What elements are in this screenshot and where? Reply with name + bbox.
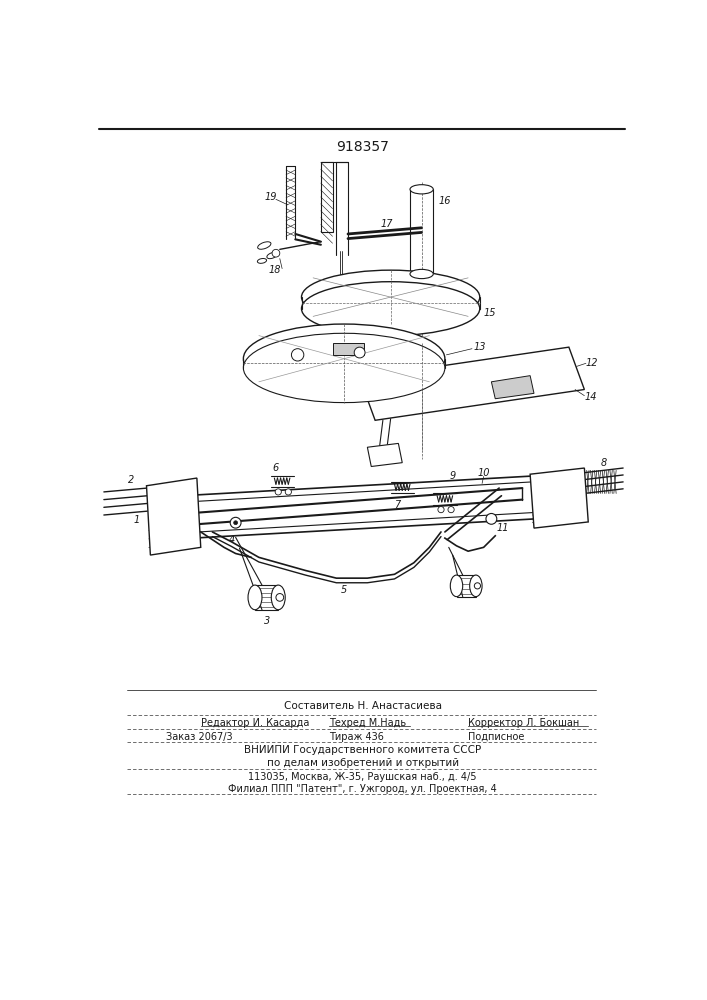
- Ellipse shape: [450, 575, 462, 597]
- Text: 918357: 918357: [337, 140, 389, 154]
- Text: Заказ 2067/3: Заказ 2067/3: [166, 732, 233, 742]
- Text: Редактор И. Касарда: Редактор И. Касарда: [201, 718, 309, 728]
- Polygon shape: [360, 347, 585, 420]
- Circle shape: [285, 489, 291, 495]
- Text: Подписное: Подписное: [468, 732, 525, 742]
- Ellipse shape: [257, 258, 267, 263]
- Text: 6: 6: [273, 463, 279, 473]
- Text: 15: 15: [484, 308, 496, 318]
- Ellipse shape: [301, 270, 480, 324]
- Text: ВНИИПИ Государственного комитета СССР: ВНИИПИ Государственного комитета СССР: [244, 745, 481, 755]
- Ellipse shape: [271, 585, 285, 610]
- Text: 7: 7: [394, 500, 400, 510]
- Text: Тираж 436: Тираж 436: [329, 732, 383, 742]
- Text: 14: 14: [584, 392, 597, 402]
- Polygon shape: [530, 468, 588, 528]
- Text: Техред М.Надь: Техред М.Надь: [329, 718, 406, 728]
- Polygon shape: [491, 376, 534, 399]
- Ellipse shape: [410, 185, 433, 194]
- Circle shape: [486, 513, 497, 524]
- Bar: [321, 162, 332, 232]
- Ellipse shape: [410, 269, 433, 279]
- Text: Филиал ППП "Патент", г. Ужгород, ул. Проектная, 4: Филиал ППП "Патент", г. Ужгород, ул. Про…: [228, 784, 497, 794]
- Polygon shape: [368, 443, 402, 466]
- Text: 11: 11: [497, 523, 509, 533]
- Text: по делам изобретений и открытий: по делам изобретений и открытий: [267, 758, 459, 768]
- Circle shape: [230, 517, 241, 528]
- Text: 5: 5: [341, 585, 347, 595]
- Text: 19: 19: [264, 192, 276, 202]
- Circle shape: [275, 489, 281, 495]
- Text: 13: 13: [474, 342, 486, 352]
- Polygon shape: [332, 343, 363, 355]
- Text: Корректор Л. Бокшан: Корректор Л. Бокшан: [468, 718, 579, 728]
- Circle shape: [276, 594, 284, 601]
- Text: 10: 10: [477, 468, 490, 478]
- Text: 113035, Москва, Ж-35, Раушская наб., д. 4/5: 113035, Москва, Ж-35, Раушская наб., д. …: [248, 772, 477, 782]
- Text: 9: 9: [450, 471, 456, 481]
- Text: 3: 3: [264, 615, 270, 626]
- Text: 8: 8: [601, 458, 607, 468]
- Polygon shape: [146, 478, 201, 555]
- Ellipse shape: [248, 585, 262, 610]
- Circle shape: [234, 521, 238, 525]
- Circle shape: [272, 249, 280, 257]
- Ellipse shape: [469, 575, 482, 597]
- Text: 4: 4: [228, 535, 235, 545]
- Text: 18: 18: [268, 265, 281, 275]
- Text: 16: 16: [438, 196, 451, 206]
- Text: 2: 2: [128, 475, 134, 485]
- Ellipse shape: [267, 252, 277, 259]
- Circle shape: [438, 507, 444, 513]
- Text: 17: 17: [380, 219, 393, 229]
- Circle shape: [474, 583, 481, 589]
- Text: 1: 1: [134, 515, 139, 525]
- Ellipse shape: [243, 333, 445, 403]
- Ellipse shape: [243, 324, 445, 393]
- Ellipse shape: [301, 282, 480, 336]
- Ellipse shape: [257, 242, 271, 249]
- Text: 12: 12: [586, 358, 598, 368]
- Circle shape: [291, 349, 304, 361]
- Text: Составитель Н. Анастасиева: Составитель Н. Анастасиева: [284, 701, 442, 711]
- Circle shape: [448, 507, 454, 513]
- Circle shape: [354, 347, 365, 358]
